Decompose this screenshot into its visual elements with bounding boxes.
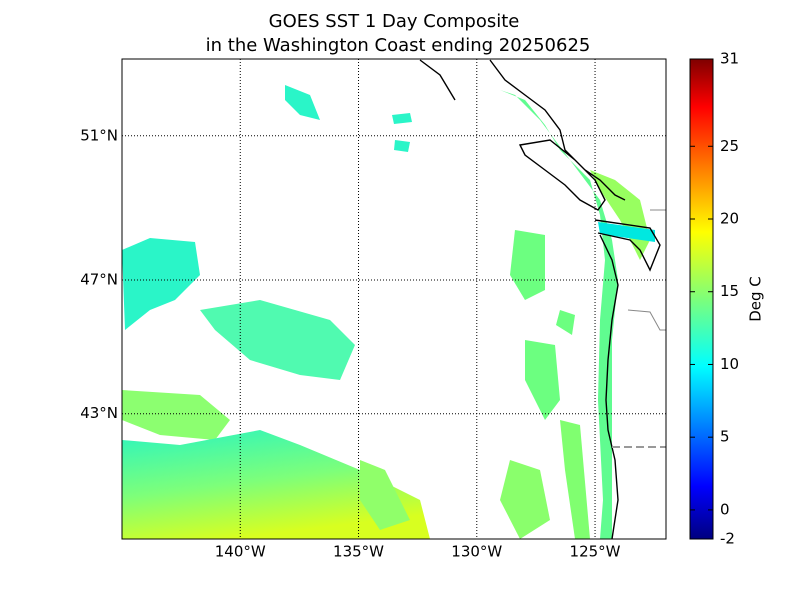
colorbar xyxy=(689,58,714,540)
lat-tick-label: 43°N xyxy=(80,404,118,422)
sst-patch xyxy=(598,222,655,242)
sst-patch xyxy=(525,340,560,420)
lon-tick-label: 125°W xyxy=(570,543,621,561)
colorbar-tick-label: 25 xyxy=(720,137,739,155)
sst-patch xyxy=(360,460,410,530)
colorbar-label: Deg C xyxy=(747,276,765,322)
grid xyxy=(122,59,666,539)
sst-patch xyxy=(392,113,412,124)
map-title: GOES SST 1 Day Composite xyxy=(269,11,520,32)
border-line xyxy=(627,309,666,331)
coastline-path xyxy=(419,59,661,540)
lon-tick-label: 140°W xyxy=(215,543,266,561)
colorbar-tick-label: 15 xyxy=(720,282,739,300)
lon-tick-label: 130°W xyxy=(451,543,502,561)
sst-patch xyxy=(560,420,590,539)
sst-patch xyxy=(285,85,320,120)
sst-patch xyxy=(122,390,230,440)
colorbar-tick-label: 31 xyxy=(720,50,739,68)
sst-patch xyxy=(556,310,575,335)
colorbar-tick-label: -2 xyxy=(720,530,735,548)
lon-tick-label: 135°W xyxy=(333,543,384,561)
sst-patch xyxy=(590,170,650,260)
colorbar-tick-label: 0 xyxy=(720,500,730,518)
sst-patch xyxy=(122,430,430,539)
lat-tick-label: 47°N xyxy=(80,270,118,288)
colorbar-tick-label: 20 xyxy=(720,210,739,228)
map-subtitle: in the Washington Coast ending 20250625 xyxy=(206,35,591,56)
colorbar-tick-label: 5 xyxy=(720,428,730,446)
sst-patch xyxy=(510,230,545,300)
map-frame xyxy=(121,58,667,540)
sst-patch xyxy=(122,238,200,330)
coastline xyxy=(419,59,666,540)
lat-tick-label: 51°N xyxy=(80,126,118,144)
sst-patch xyxy=(500,90,618,539)
colorbar-tick-label: 10 xyxy=(720,355,739,373)
sst-field xyxy=(122,85,655,539)
sst-patch xyxy=(200,300,355,380)
sst-patch xyxy=(394,140,410,152)
sst-patch xyxy=(500,460,550,539)
